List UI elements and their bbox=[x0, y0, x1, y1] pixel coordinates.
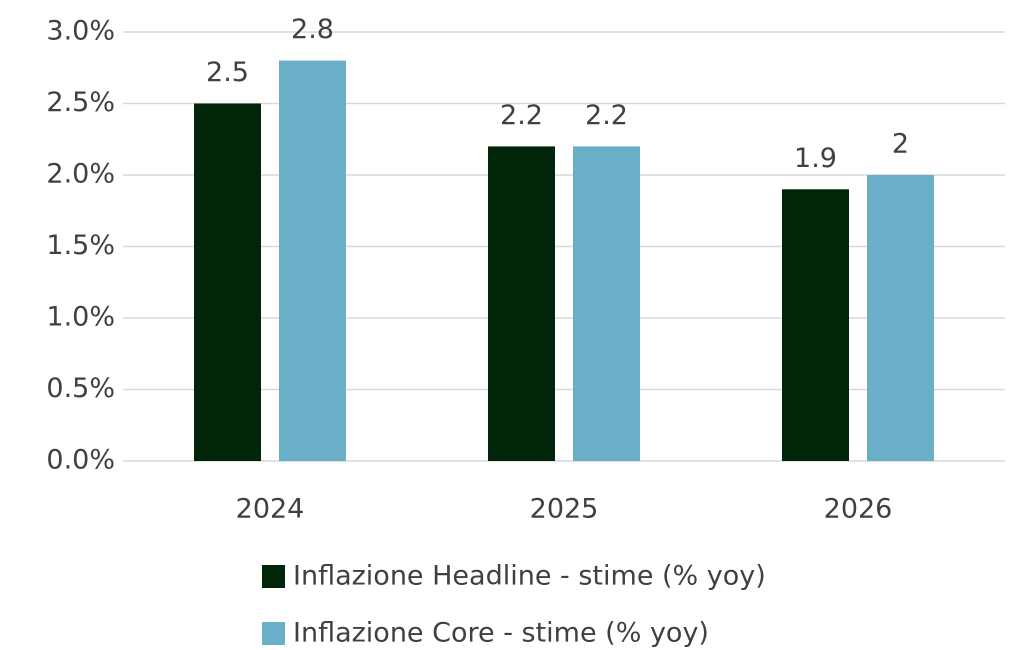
bar bbox=[573, 146, 640, 461]
legend-swatch bbox=[262, 622, 285, 645]
legend-label: Inflazione Headline - stime (% yoy) bbox=[293, 561, 766, 592]
bar bbox=[867, 175, 934, 461]
y-tick-label: 3.0% bbox=[46, 16, 115, 47]
data-label: 2.8 bbox=[291, 14, 334, 45]
bar bbox=[194, 103, 261, 461]
y-tick-label: 2.5% bbox=[46, 87, 115, 118]
legend-label: Inflazione Core - stime (% yoy) bbox=[293, 618, 709, 649]
bar bbox=[279, 60, 346, 461]
bar bbox=[488, 146, 555, 461]
bar bbox=[782, 189, 849, 462]
x-tick-label: 2024 bbox=[236, 494, 305, 525]
x-tick-label: 2025 bbox=[530, 494, 599, 525]
data-label: 1.9 bbox=[794, 143, 837, 174]
data-label: 2.2 bbox=[500, 100, 543, 131]
y-tick-label: 0.5% bbox=[46, 373, 115, 404]
data-label: 2 bbox=[892, 129, 909, 160]
legend-swatch bbox=[262, 565, 285, 588]
data-label: 2.2 bbox=[585, 100, 628, 131]
y-tick-label: 1.0% bbox=[46, 302, 115, 333]
y-tick-label: 1.5% bbox=[46, 230, 115, 261]
y-tick-label: 0.0% bbox=[46, 445, 115, 476]
y-tick-label: 2.0% bbox=[46, 159, 115, 190]
x-tick-label: 2026 bbox=[824, 494, 893, 525]
data-label: 2.5 bbox=[206, 57, 249, 88]
